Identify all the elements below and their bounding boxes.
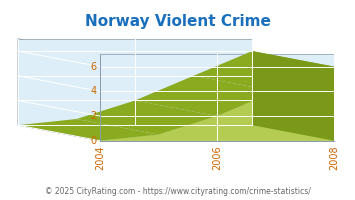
Polygon shape — [76, 100, 217, 135]
Text: 0: 0 — [91, 136, 97, 146]
Text: 4: 4 — [91, 86, 97, 96]
Text: 2006: 2006 — [212, 145, 222, 170]
Text: 2: 2 — [91, 111, 97, 121]
Polygon shape — [252, 51, 334, 141]
Text: 2004: 2004 — [95, 145, 105, 170]
Polygon shape — [18, 119, 158, 141]
Polygon shape — [193, 51, 334, 91]
Polygon shape — [18, 39, 100, 141]
Polygon shape — [100, 67, 334, 141]
Polygon shape — [18, 125, 334, 141]
Text: 6: 6 — [91, 62, 97, 72]
Text: 2008: 2008 — [329, 145, 339, 170]
Text: Norway Violent Crime: Norway Violent Crime — [84, 14, 271, 29]
Polygon shape — [100, 54, 334, 141]
Polygon shape — [135, 76, 275, 116]
Text: © 2025 CityRating.com - https://www.cityrating.com/crime-statistics/: © 2025 CityRating.com - https://www.city… — [45, 187, 310, 196]
Polygon shape — [18, 39, 252, 125]
